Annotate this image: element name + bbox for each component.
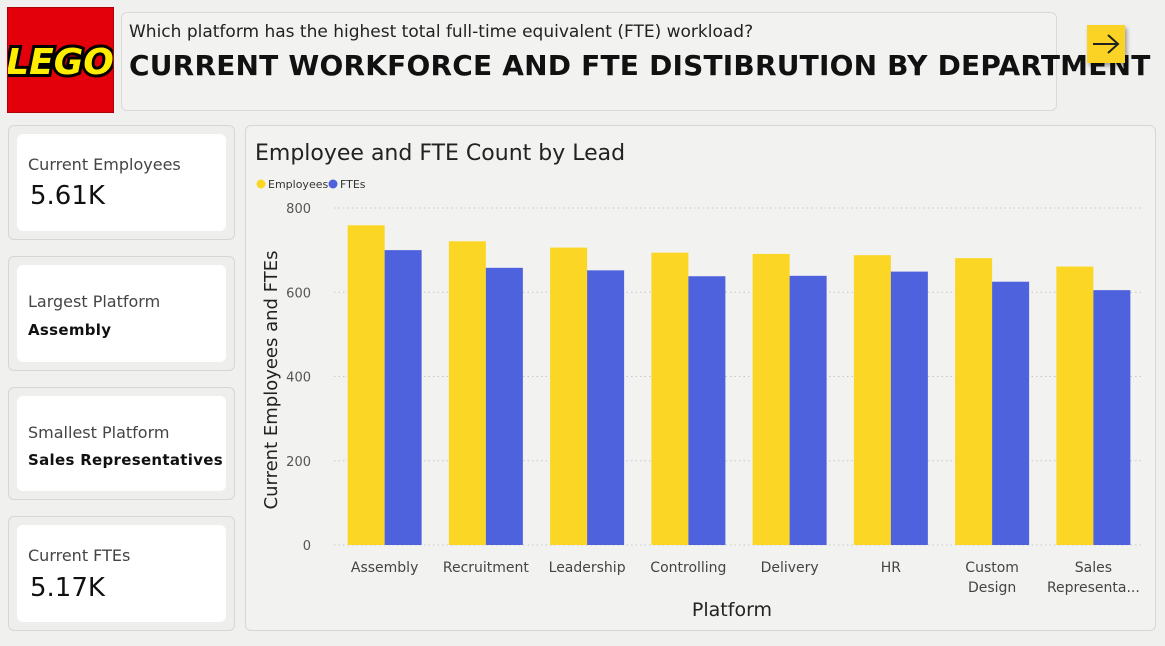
largest-platform-value: Assembly — [28, 321, 112, 339]
bar-employees-recruitment[interactable] — [448, 241, 486, 545]
bar-employees-custom-design[interactable] — [955, 258, 993, 545]
smallest-platform-label: Smallest Platform — [28, 423, 170, 442]
y-tick-label: 200 — [286, 455, 311, 470]
header-panel — [121, 12, 1057, 111]
bar-ftes-sales-represental-[interactable] — [1093, 290, 1131, 545]
x-tick-label: Assembly — [351, 560, 418, 576]
bars — [347, 225, 1131, 545]
largest-platform-label: Largest Platform — [28, 292, 161, 311]
bar-employees-assembly[interactable] — [347, 225, 385, 545]
next-page-button[interactable] — [1087, 25, 1125, 63]
x-tick-label: Custom — [965, 560, 1019, 576]
current-ftes-card: Current FTEs 5.17K — [8, 516, 235, 631]
bar-ftes-delivery[interactable] — [789, 275, 827, 545]
current-ftes-value: 5.17K — [30, 573, 105, 603]
x-tick-label: HR — [881, 560, 902, 576]
header-question: Which platform has the highest total ful… — [129, 22, 754, 42]
bar-ftes-leadership[interactable] — [587, 270, 625, 545]
x-tick-label: Recruitment — [443, 560, 530, 576]
legend-label-employees[interactable]: Employees — [268, 178, 328, 191]
arrow-right-icon — [1093, 34, 1120, 54]
y-tick-label: 800 — [286, 202, 311, 217]
bar-employees-sales-represental-[interactable] — [1056, 266, 1094, 545]
bar-chart: Employee and FTE Count by Lead Employees… — [255, 141, 1144, 621]
current-employees-card: Current Employees 5.61K — [8, 125, 235, 240]
largest-platform-card: Largest Platform Assembly — [8, 256, 235, 371]
smallest-platform-value: Sales Representatives — [28, 451, 223, 469]
chart-panel: Employee and FTE Count by Lead Employees… — [245, 125, 1156, 631]
x-tick-label: Leadership — [549, 560, 626, 576]
bar-ftes-hr[interactable] — [890, 271, 928, 545]
bar-ftes-recruitment[interactable] — [485, 267, 523, 545]
bar-employees-controlling[interactable] — [651, 252, 689, 545]
y-tick-label: 0 — [303, 539, 311, 554]
bar-employees-leadership[interactable] — [550, 247, 588, 545]
legend: Employees FTEs — [256, 178, 366, 191]
bar-employees-delivery[interactable] — [752, 253, 790, 545]
x-axis-title: Platform — [692, 599, 772, 621]
y-tick-label: 400 — [286, 371, 311, 386]
bar-ftes-assembly[interactable] — [384, 250, 422, 545]
lego-logo-text: LEGO — [8, 42, 113, 83]
y-axis-title: Current Employees and FTEs — [261, 251, 282, 510]
x-tick-label: Representa... — [1047, 580, 1140, 596]
y-axis-ticks: 0 200 400 600 800 — [286, 202, 311, 554]
chart-title: Employee and FTE Count by Lead — [255, 141, 625, 166]
legend-label-ftes[interactable]: FTEs — [340, 178, 366, 191]
legend-marker-employees — [256, 179, 266, 189]
x-tick-label: Controlling — [650, 560, 726, 576]
x-axis-ticks: Assembly Recruitment Leadership Controlling… — [351, 560, 1140, 596]
x-tick-label: Delivery — [761, 560, 819, 576]
current-employees-label: Current Employees — [28, 155, 181, 174]
legend-marker-ftes — [328, 179, 338, 189]
current-employees-value: 5.61K — [30, 181, 105, 211]
bar-employees-hr[interactable] — [853, 255, 891, 545]
current-ftes-label: Current FTEs — [28, 546, 131, 565]
smallest-platform-card: Smallest Platform Sales Representatives — [8, 387, 235, 500]
y-tick-label: 600 — [286, 286, 311, 301]
bar-ftes-custom-design[interactable] — [992, 281, 1030, 545]
bar-ftes-controlling[interactable] — [688, 276, 726, 545]
page-title: CURRENT WORKFORCE AND FTE DISTIBRUTION B… — [129, 49, 1151, 82]
x-tick-label: Design — [968, 580, 1016, 596]
x-tick-label: Sales — [1075, 560, 1112, 576]
lego-logo: LEGO — [3, 7, 117, 113]
